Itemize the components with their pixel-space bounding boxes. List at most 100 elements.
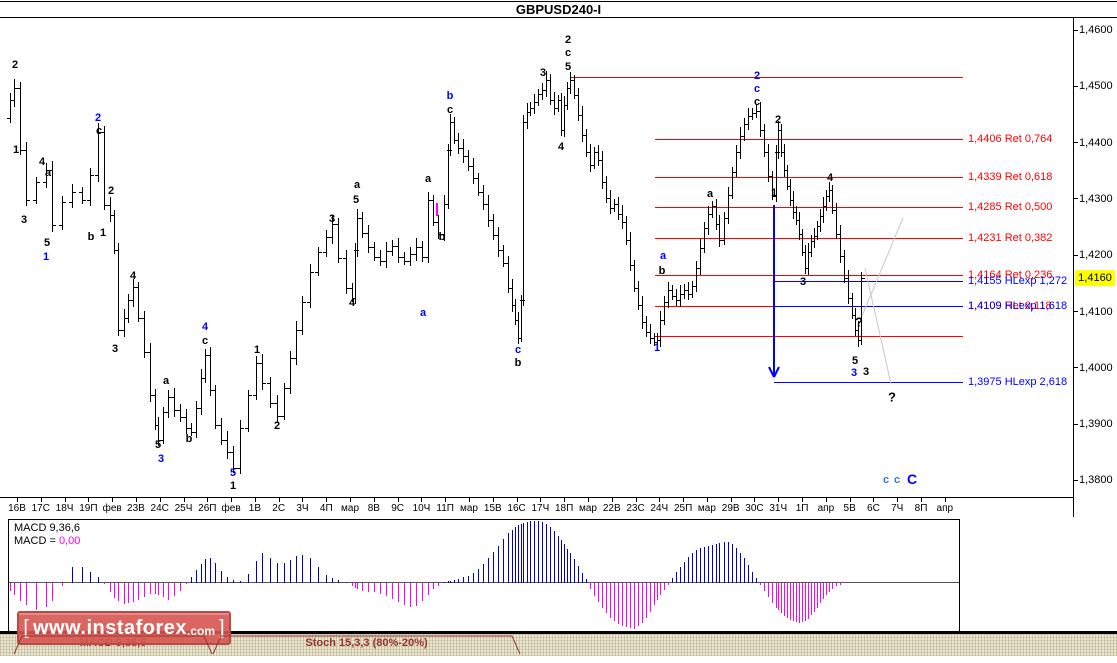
wave-label: 4	[826, 172, 834, 184]
time-axis-label: 16В	[8, 503, 26, 514]
price-bar-open-tick	[820, 215, 823, 217]
fib-retracement-line	[570, 77, 963, 79]
macd-bar-negative	[46, 583, 47, 607]
price-bar-open-tick	[657, 340, 660, 342]
time-axis-tick	[88, 498, 90, 502]
time-axis-tick	[350, 498, 352, 502]
price-bar	[515, 298, 516, 325]
price-bar	[688, 282, 689, 301]
time-axis-tick	[540, 498, 542, 502]
price-bar-open-tick	[721, 239, 724, 241]
price-bar-open-tick	[558, 99, 561, 101]
time-axis-label: 4П	[319, 503, 333, 514]
price-bar-open-tick	[475, 178, 478, 180]
price-bar-open-tick	[377, 256, 380, 258]
price-bar-open-tick	[349, 287, 352, 289]
price-bar	[512, 278, 513, 312]
price-bar-open-tick	[23, 149, 26, 151]
wave-label: 3	[20, 214, 28, 226]
price-bar-open-tick	[183, 416, 186, 418]
price-bar-open-tick	[11, 99, 14, 101]
price-bar-open-tick	[551, 99, 554, 101]
price-bar-open-tick	[829, 189, 832, 191]
wave-label: c	[201, 335, 209, 347]
price-bar-close-tick	[181, 416, 184, 418]
price-bar-close-tick	[333, 224, 336, 226]
time-axis-label: 9С	[391, 503, 405, 514]
price-bar-open-tick	[790, 200, 793, 202]
macd-bar-positive	[498, 545, 499, 583]
price-bar-close-tick	[169, 397, 172, 399]
price-bar	[680, 285, 681, 308]
price-bar-open-tick	[535, 102, 538, 104]
fib-level-label: 1,4231 Ret 0,382	[968, 231, 1053, 244]
time-axis-tick	[302, 498, 304, 502]
price-bar	[829, 181, 830, 203]
price-bar	[277, 394, 278, 423]
macd-bar-positive	[700, 548, 701, 583]
wave-label: 3	[111, 343, 119, 355]
price-bar-open-tick	[130, 300, 133, 302]
price-bar-close-tick	[175, 410, 178, 412]
price-bar-close-tick	[222, 439, 225, 441]
time-axis-label: 30С	[745, 503, 764, 514]
macd-bar-negative	[433, 583, 434, 590]
price-bar	[602, 151, 603, 190]
price-bar-close-tick	[27, 200, 30, 202]
price-bar-open-tick	[623, 221, 626, 223]
price-bar-open-tick	[115, 250, 118, 252]
macd-bar-negative	[590, 583, 591, 589]
price-bar-open-tick	[527, 111, 530, 113]
price-bar-open-tick	[371, 246, 374, 248]
macd-bar-positive	[512, 529, 513, 583]
macd-bar-negative	[760, 583, 761, 586]
price-axis-label: 1,3900	[1079, 418, 1113, 431]
macd-bar-negative	[646, 583, 647, 619]
price-bar	[724, 212, 725, 245]
time-axis-tick	[183, 498, 185, 502]
price-bar-open-tick	[745, 124, 748, 126]
wave-label: c	[564, 47, 572, 59]
price-bar	[784, 144, 785, 177]
macd-bar-negative	[362, 583, 363, 591]
macd-bar-negative	[174, 583, 175, 596]
macd-bar-negative	[133, 583, 134, 603]
price-bar	[508, 256, 509, 294]
logo-tld: .com	[187, 624, 216, 638]
time-axis-tick	[825, 498, 827, 502]
price-bar-open-tick	[33, 200, 36, 202]
time-axis-tick	[802, 498, 804, 502]
wave-label: 2	[94, 112, 102, 124]
macd-bar-positive	[444, 582, 445, 583]
price-bar	[346, 250, 347, 295]
price-bar-open-tick	[571, 80, 574, 82]
price-bar-close-tick	[37, 182, 40, 183]
price-bar-close-tick	[263, 383, 266, 384]
price-bar	[578, 87, 579, 121]
logo-bracket-right: ]	[219, 616, 225, 639]
price-bar-open-tick	[193, 431, 196, 433]
macd-bar-positive	[704, 546, 705, 583]
price-bar-open-tick	[430, 200, 433, 202]
macd-bar-negative	[657, 583, 658, 600]
price-bar-close-tick	[399, 256, 402, 258]
macd-bar-positive	[196, 570, 197, 583]
macd-bar-negative	[104, 583, 105, 584]
price-bar	[428, 192, 429, 264]
macd-bar-positive	[570, 553, 571, 583]
price-bar	[696, 261, 697, 292]
price-bar-open-tick	[389, 251, 392, 253]
price-bar-open-tick	[793, 211, 796, 213]
price-bar-open-tick	[757, 111, 760, 113]
price-bar	[832, 184, 833, 215]
fib-level-label: 1,4155 HLexp 1,272	[968, 274, 1068, 287]
price-bar-open-tick	[583, 134, 586, 136]
time-axis-label: 24Ч	[650, 503, 669, 514]
price-bar-close-tick	[53, 224, 56, 226]
wave-label: a	[419, 307, 427, 319]
time-axis-label: 10Ч	[412, 503, 431, 514]
macd-zero-line	[9, 582, 959, 583]
price-bar-open-tick	[495, 234, 498, 236]
macd-bar-positive	[712, 544, 713, 583]
price-bar-open-tick	[160, 439, 163, 441]
